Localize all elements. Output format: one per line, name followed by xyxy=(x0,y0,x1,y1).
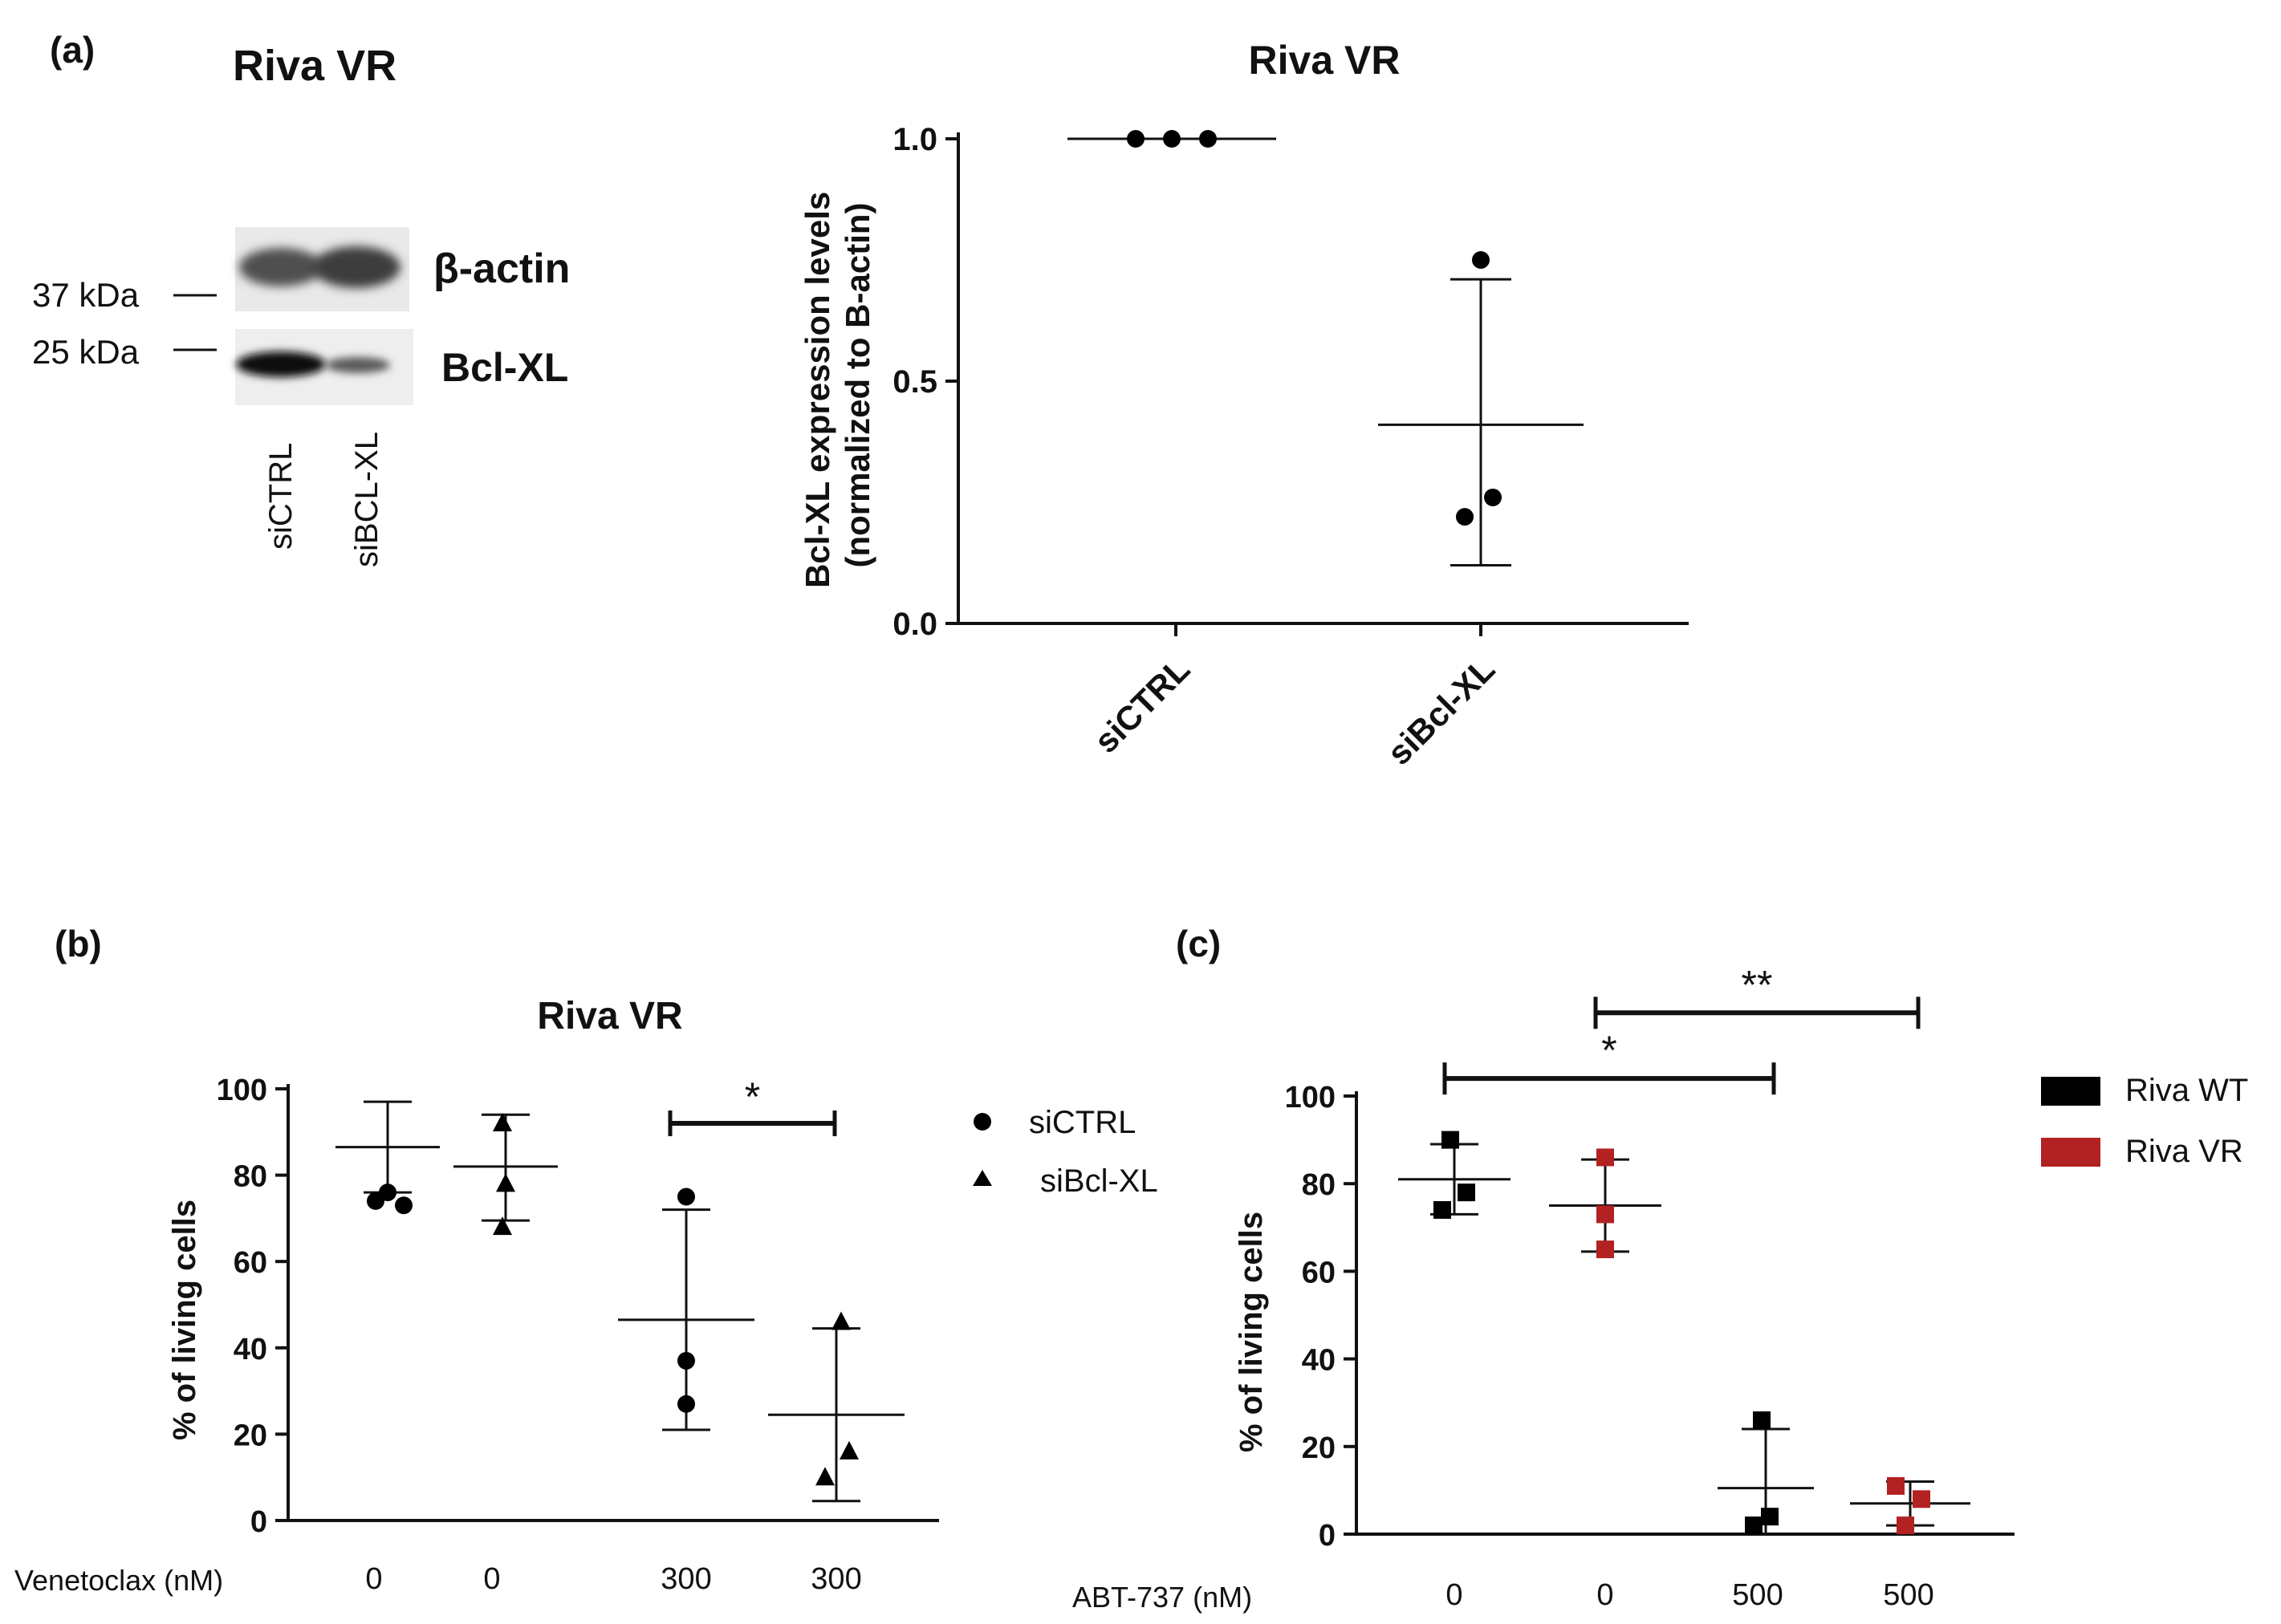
band-label-beta-actin: β-actin xyxy=(433,246,570,292)
chart-a: Riva VR Bcl-XL expression levels (normal… xyxy=(799,38,1689,772)
legend-label-sibcl-xl: siBcl-XL xyxy=(1040,1163,1158,1199)
band-bcl-xl-lane1 xyxy=(236,351,326,377)
legend-marker-sibcl-xl xyxy=(973,1170,992,1186)
panel-b-label: (b) xyxy=(55,923,102,964)
chart-b-point-sictrl-2-3 xyxy=(677,1395,695,1413)
chart-c-point-riva-wt-2-2 xyxy=(1761,1508,1779,1526)
chart-c-point-riva-vr-1-2 xyxy=(1596,1205,1614,1224)
chart-c-y-tick-label: 20 xyxy=(1302,1431,1336,1465)
panel-a-label: (a) xyxy=(50,29,95,71)
chart-b-title: Riva VR xyxy=(537,995,682,1037)
chart-a-y-tick-label: 0.5 xyxy=(892,364,937,400)
chart-c-point-riva-wt-1-2 xyxy=(1458,1183,1475,1202)
chart-c-x-tick-label-3: 500 xyxy=(1732,1578,1783,1612)
chart-c-point-riva-vr-1-3 xyxy=(1596,1240,1614,1259)
chart-a-title: Riva VR xyxy=(1249,38,1401,83)
chart-a-y-tick-label: 0.0 xyxy=(892,607,937,642)
chart-b-y-tick-label: 60 xyxy=(234,1246,267,1280)
legend-marker-sictrl xyxy=(974,1113,991,1131)
chart-b-ylabel: % of living cells xyxy=(167,1200,202,1440)
chart-b-point-sictrl-2-1 xyxy=(677,1188,695,1206)
chart-b-point-sibcl-xl-2-3 xyxy=(815,1467,835,1486)
panel-c-label: (c) xyxy=(1176,923,1221,964)
chart-b-point-sictrl-2-2 xyxy=(677,1351,695,1370)
chart-b-x-tick-label-4: 300 xyxy=(811,1562,861,1596)
chart-c-point-riva-wt-2-1 xyxy=(1753,1411,1771,1430)
chart-b-y-tick-label: 80 xyxy=(234,1160,267,1194)
blot-title: Riva VR xyxy=(233,42,396,90)
chart-a-point-sictrl-3 xyxy=(1199,130,1217,148)
chart-c-y-tick-label: 100 xyxy=(1285,1081,1336,1114)
band-beta-actin-lane1 xyxy=(239,248,323,286)
chart-c-ylabel: % of living cells xyxy=(1234,1212,1269,1452)
chart-b-y-tick-label: 0 xyxy=(250,1505,267,1539)
chart-a-point-sibcl-xl-3 xyxy=(1456,508,1474,526)
chart-a-point-sibcl-xl-1 xyxy=(1472,251,1490,269)
chart-c-y-tick-label: 0 xyxy=(1319,1519,1336,1553)
chart-b-point-sibcl-xl-2-1 xyxy=(831,1311,851,1330)
chart-c-point-riva-wt-1-3 xyxy=(1433,1200,1451,1219)
chart-c-significance-label-1: * xyxy=(1601,1028,1616,1073)
marker-label-37kda: 37 kDa xyxy=(32,276,140,314)
chart-c-point-riva-vr-2-3 xyxy=(1897,1516,1914,1535)
chart-c-y-tick-label: 60 xyxy=(1302,1256,1336,1289)
chart-c-xlabel: ABT-737 (nM) xyxy=(1072,1581,1252,1614)
chart-c-significance-label-2: ** xyxy=(1742,962,1773,1007)
chart-c-point-riva-wt-2-3 xyxy=(1745,1516,1763,1535)
legend-label-riva-vr: Riva VR xyxy=(2125,1134,2243,1169)
chart-c-point-riva-vr-2-2 xyxy=(1913,1490,1930,1508)
legend-swatch-riva-vr xyxy=(2041,1138,2100,1167)
chart-b-point-sictrl-1-2 xyxy=(395,1196,413,1215)
chart-c-y-tick-label: 40 xyxy=(1302,1344,1336,1378)
lane-label-sibcl-xl: siBCL-XL xyxy=(349,432,384,567)
chart-a-point-sibcl-xl-2 xyxy=(1484,488,1502,506)
chart-c-x-tick-label-4: 500 xyxy=(1883,1578,1933,1612)
chart-b-y-tick-label: 100 xyxy=(217,1074,267,1107)
chart-c-x-tick-label-2: 0 xyxy=(1596,1578,1613,1612)
band-label-bcl-xl: Bcl-XL xyxy=(441,345,568,390)
chart-b-point-sibcl-xl-1-1 xyxy=(493,1113,512,1132)
chart-b-y-tick-label: 40 xyxy=(234,1333,267,1366)
western-blot: β-actin Bcl-XL 37 kDa 25 kDa siCTRL siBC… xyxy=(32,227,570,567)
legend-label-riva-wt: Riva WT xyxy=(2125,1073,2248,1108)
chart-b-x-tick-label-3: 300 xyxy=(661,1562,711,1596)
chart-b-significance-label: * xyxy=(745,1074,760,1119)
chart-b-point-sibcl-xl-2-2 xyxy=(840,1440,859,1460)
chart-c-x-tick-label-1: 0 xyxy=(1445,1578,1462,1612)
chart-b-x-tick-label-1: 0 xyxy=(365,1562,382,1596)
chart-c-point-riva-vr-1-1 xyxy=(1596,1148,1614,1167)
chart-c-y-tick-label: 80 xyxy=(1302,1168,1336,1202)
chart-a-x-tick-label-sibcl-xl: siBcl-XL xyxy=(1380,650,1502,772)
chart-b-x-tick-label-2: 0 xyxy=(483,1562,500,1596)
chart-c-legend: Riva WT Riva VR xyxy=(2041,1073,2248,1169)
chart-c-point-riva-vr-2-1 xyxy=(1887,1476,1905,1495)
chart-a-ylabel-line-1: Bcl-XL expression levels xyxy=(799,192,836,588)
legend-swatch-riva-wt xyxy=(2041,1077,2100,1106)
chart-a-ylabel: Bcl-XL expression levels (normalized to … xyxy=(799,182,876,588)
band-beta-actin-lane2 xyxy=(312,246,400,288)
chart-b-legend: siCTRL siBcl-XL xyxy=(973,1105,1158,1199)
chart-a-ylabel-line-2: (normalized to B-actin) xyxy=(839,202,876,567)
chart-a-y-tick-label: 1.0 xyxy=(892,122,937,157)
chart-b-point-sibcl-xl-1-3 xyxy=(493,1216,512,1236)
chart-b: Riva VR % of living cells Venetoclax (nM… xyxy=(14,995,1158,1597)
chart-b-point-sictrl-1-3 xyxy=(379,1183,396,1202)
chart-b-xlabel: Venetoclax (nM) xyxy=(14,1564,223,1597)
chart-c: % of living cells ABT-737 (nM) Riva WT R… xyxy=(1072,962,2248,1614)
marker-label-25kda: 25 kDa xyxy=(32,333,140,371)
chart-a-point-sictrl-1 xyxy=(1127,130,1145,148)
chart-b-point-sibcl-xl-1-2 xyxy=(496,1173,515,1192)
chart-b-y-tick-label: 20 xyxy=(234,1419,267,1452)
legend-label-sictrl: siCTRL xyxy=(1029,1105,1136,1140)
chart-c-point-riva-wt-1-1 xyxy=(1441,1131,1459,1149)
lane-label-sictrl: siCTRL xyxy=(263,443,299,550)
band-bcl-xl-lane2 xyxy=(326,357,390,373)
chart-a-x-tick-label-sictrl: siCTRL xyxy=(1087,650,1197,760)
chart-a-point-sictrl-2 xyxy=(1163,130,1181,148)
